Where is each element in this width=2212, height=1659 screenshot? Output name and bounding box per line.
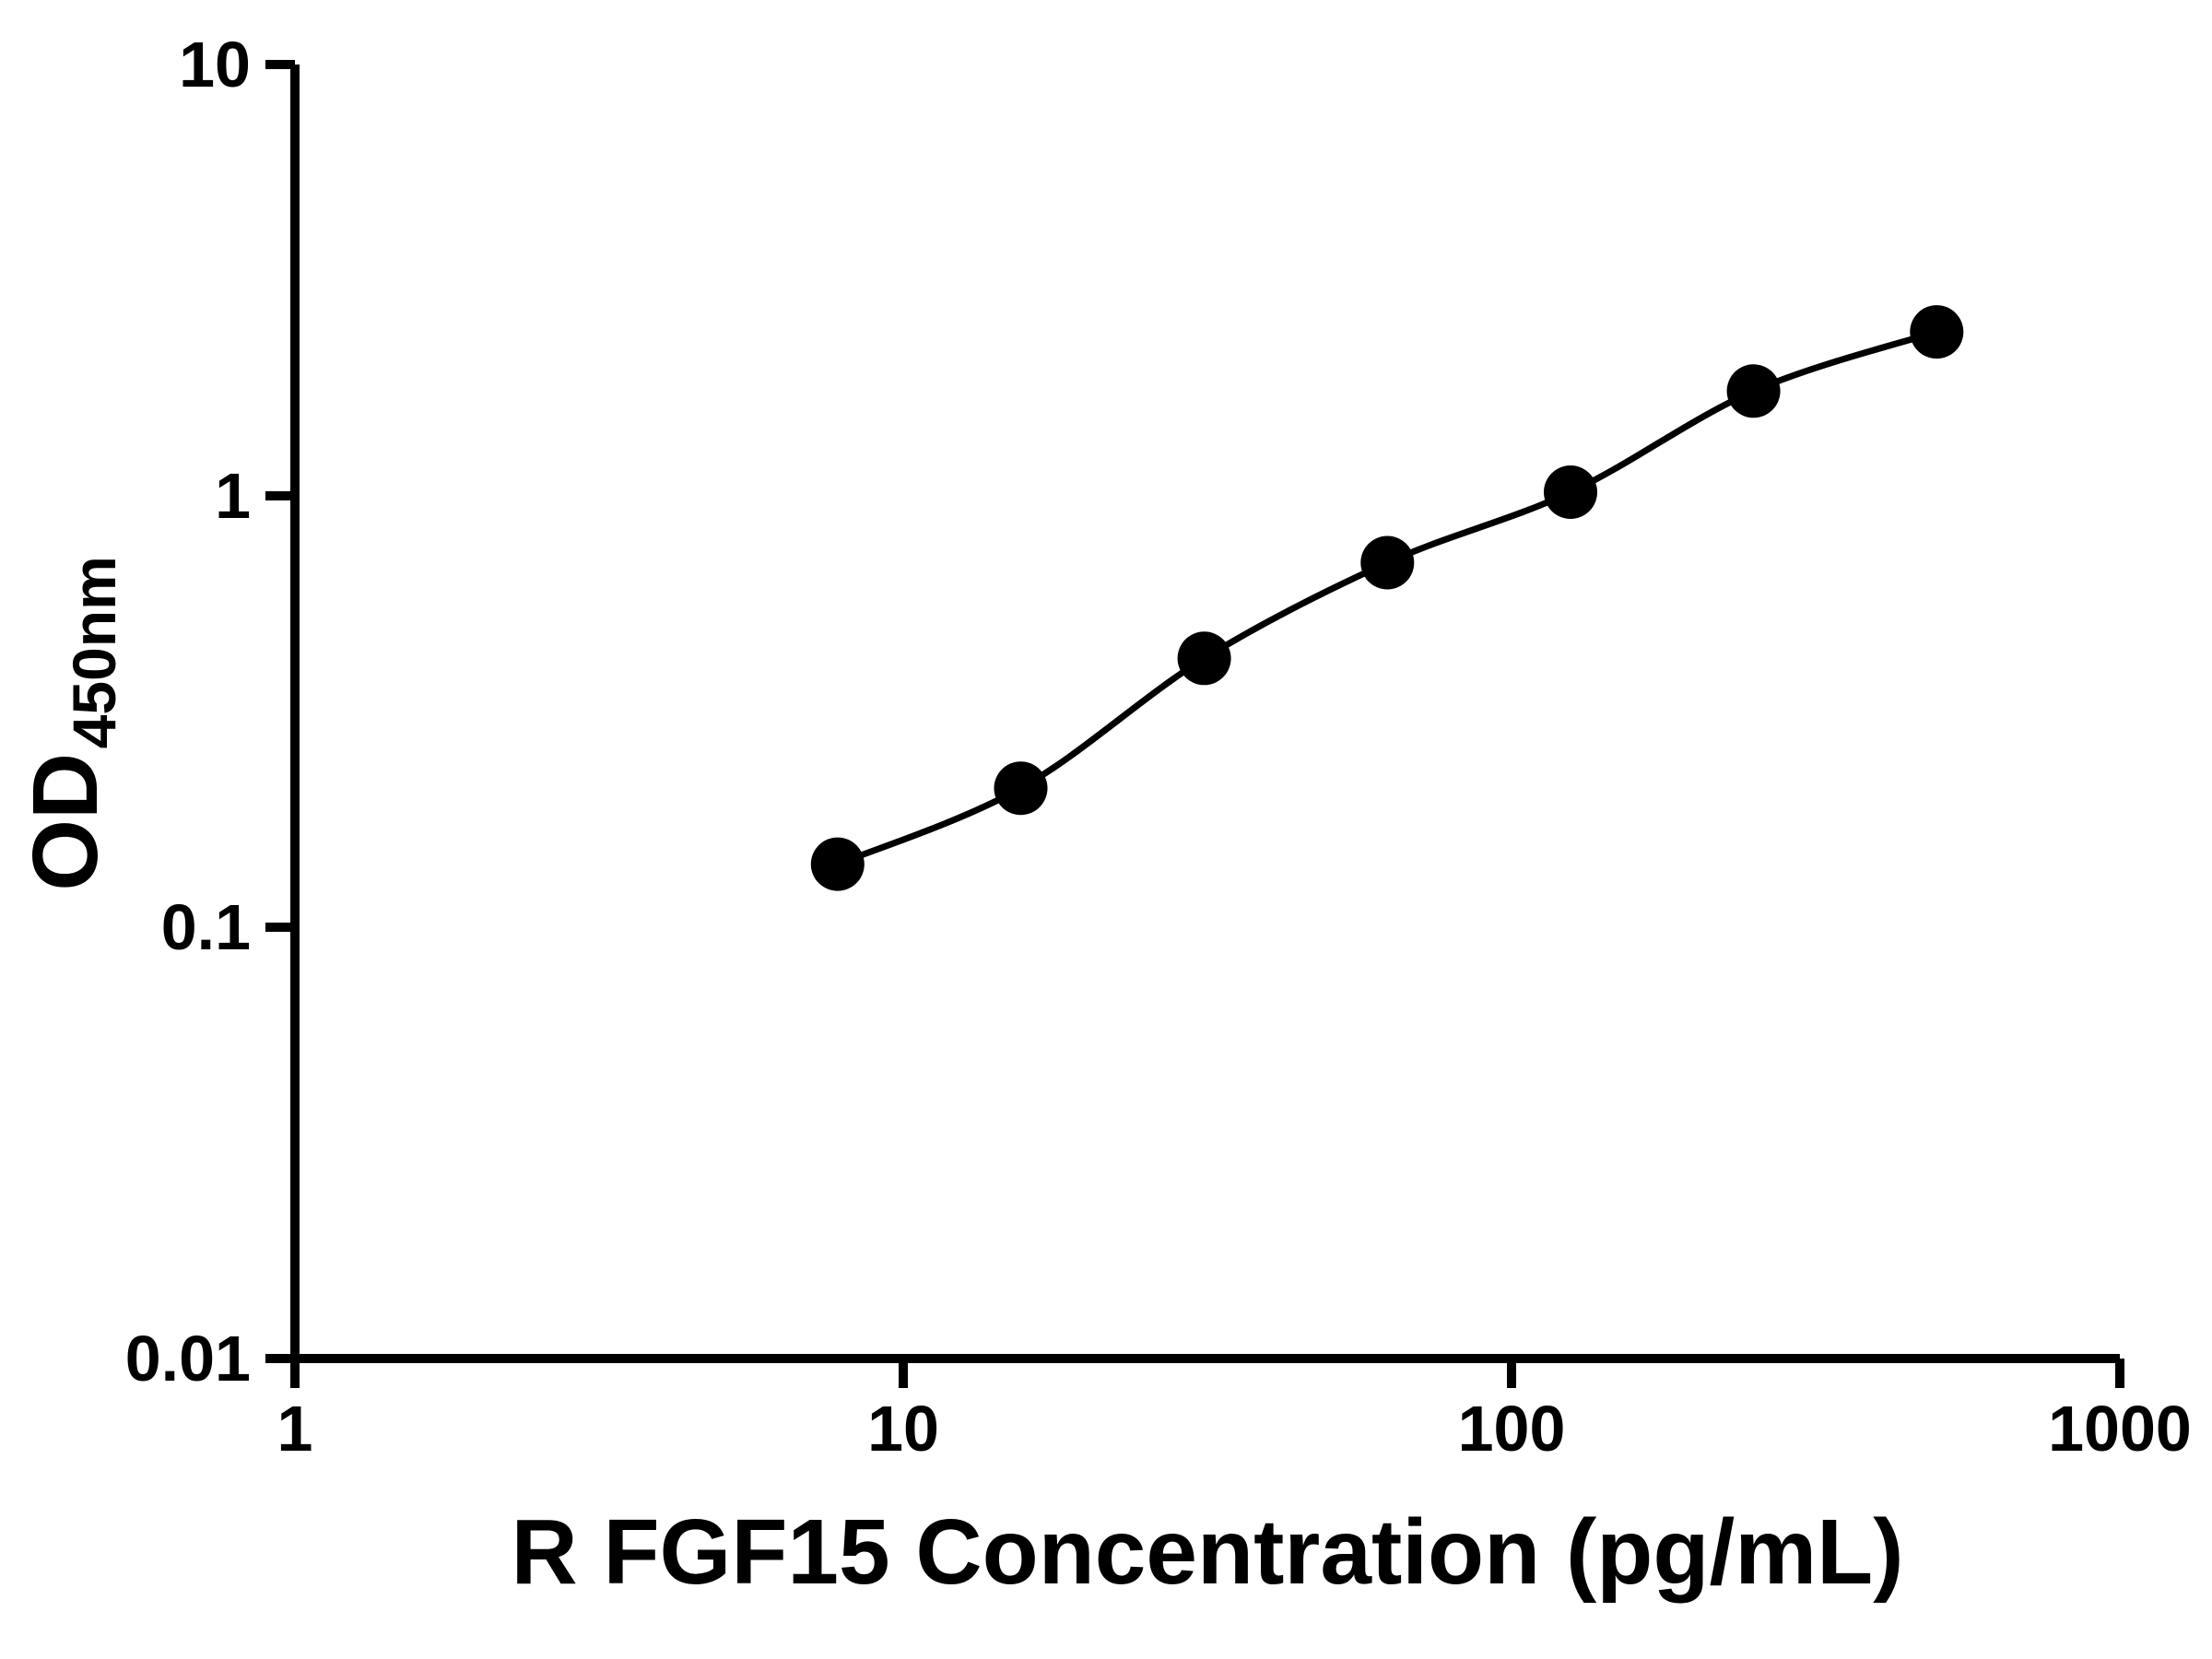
y-axis-title-main: OD — [14, 753, 117, 891]
x-tick-label: 10 — [867, 1393, 939, 1465]
y-tick-label: 0.01 — [125, 1323, 251, 1394]
y-axis-title: OD 450nm — [14, 556, 128, 891]
x-tick-label: 100 — [1458, 1393, 1566, 1465]
data-point — [994, 761, 1048, 816]
data-point — [1910, 305, 1964, 359]
y-tick-label: 0.1 — [161, 891, 251, 963]
axes — [290, 65, 2120, 1363]
x-axis-title: R FGF15 Concentration (pg/mL) — [511, 1500, 1903, 1604]
y-axis-title-sub: 450nm — [60, 556, 128, 748]
data-point — [1726, 364, 1781, 418]
x-tick-label: 1000 — [2048, 1393, 2192, 1465]
plot-area: 1 10 100 1000 10 1 0.1 0.01 — [125, 29, 2192, 1465]
data-point — [810, 837, 865, 891]
data-point — [1360, 535, 1415, 590]
y-tick-label: 1 — [215, 460, 251, 532]
data-point — [1177, 631, 1231, 686]
y-tick-label: 10 — [179, 29, 251, 100]
x-tick-label: 1 — [277, 1393, 313, 1465]
data-point — [1544, 465, 1597, 519]
